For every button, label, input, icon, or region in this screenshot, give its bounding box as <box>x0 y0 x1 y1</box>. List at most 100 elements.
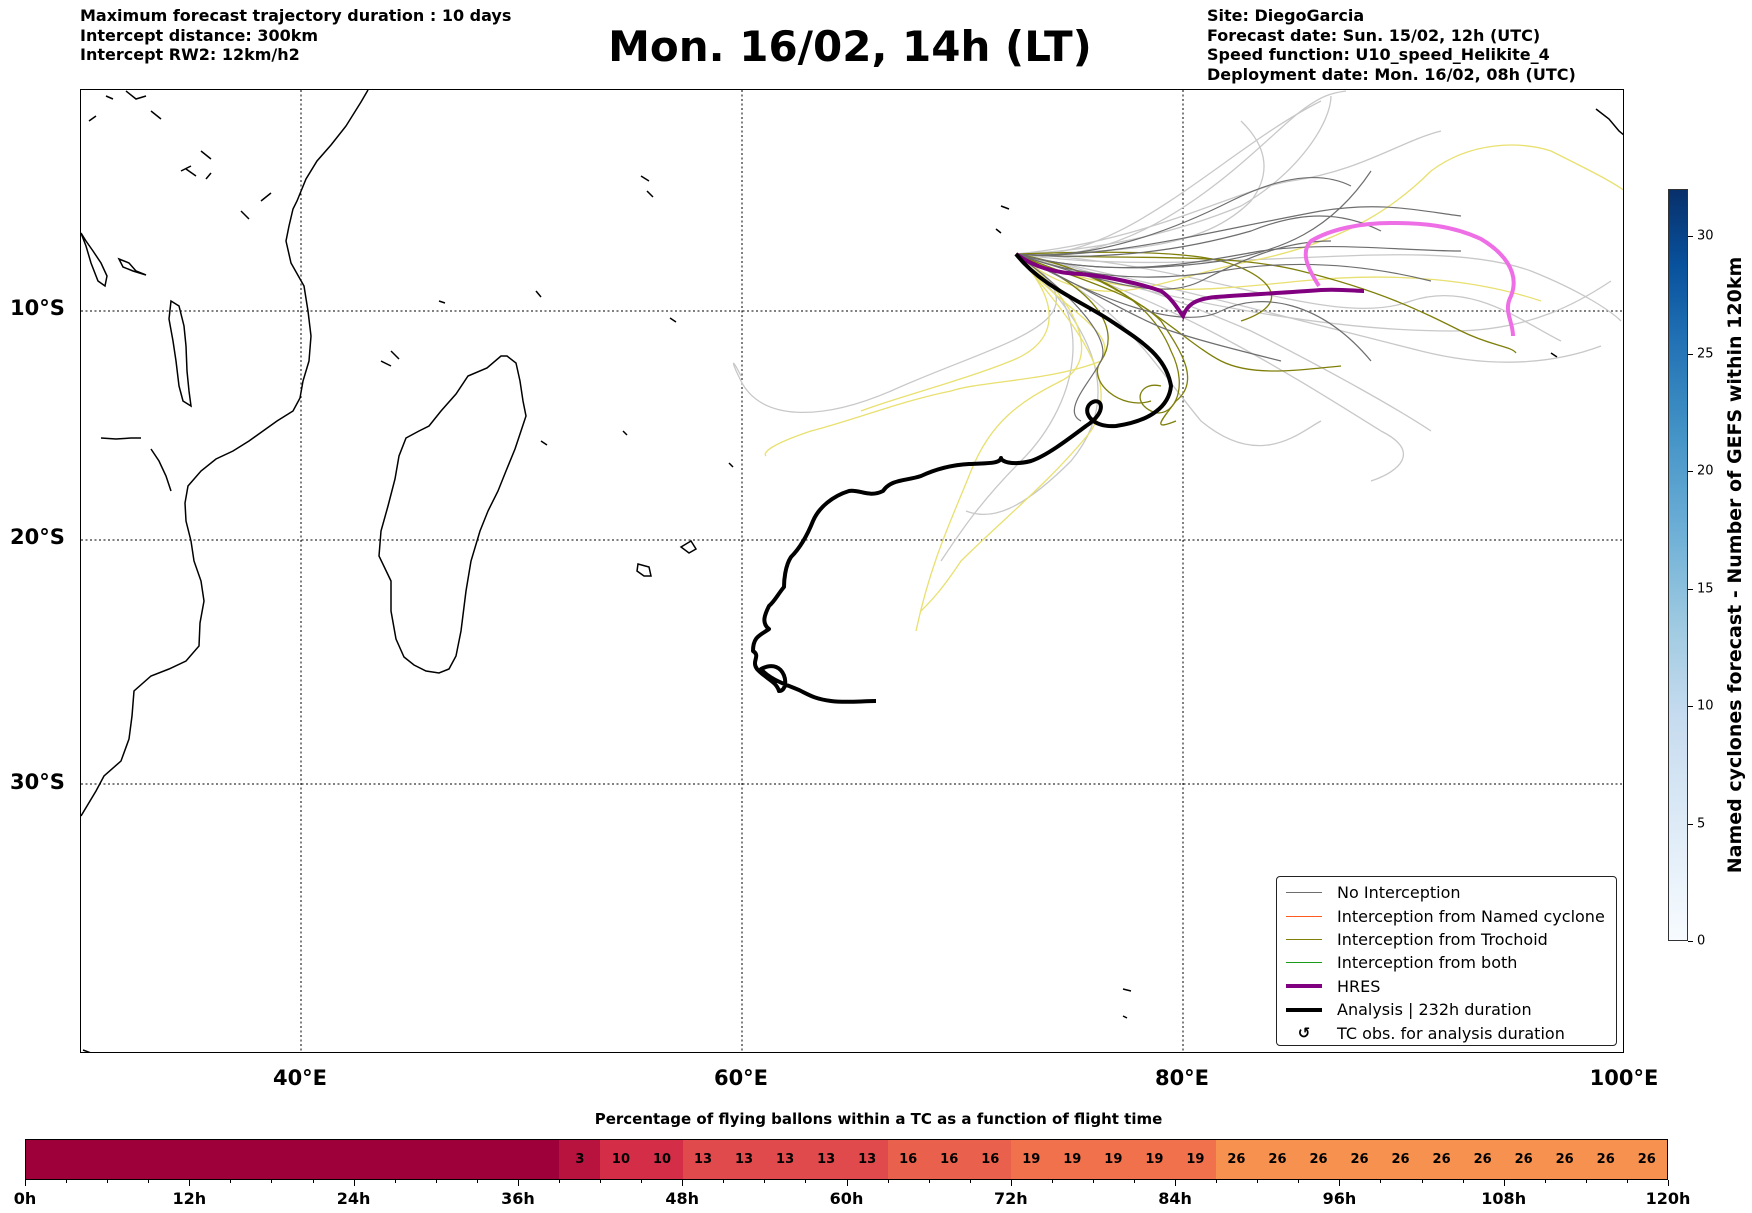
ensemble-trajectories-light <box>732 90 1622 562</box>
lon-label-100e: 100°E <box>1589 1066 1659 1090</box>
lon-label-40e: 40°E <box>272 1066 328 1090</box>
lon-label-80e: 80°E <box>1154 1066 1210 1090</box>
heatmap-x-tick <box>1051 1180 1053 1183</box>
colorbar-tick-label: 5 <box>1697 816 1706 831</box>
heatmap-x-tick <box>1092 1180 1094 1183</box>
heatmap-x-tick-label: 84h <box>1158 1189 1192 1208</box>
heatmap-cell: 26 <box>1256 1140 1298 1179</box>
heatmap-cell: 26 <box>1380 1140 1422 1179</box>
heatmap-cell <box>26 1140 68 1179</box>
heatmap-x-tick <box>928 1180 930 1183</box>
heatmap-x-tick <box>641 1180 643 1183</box>
heatmap-cell: 19 <box>1010 1140 1052 1179</box>
heatmap-cell: 26 <box>1421 1140 1463 1179</box>
heatmap-cell: 19 <box>1092 1140 1134 1179</box>
analysis-trajectory <box>751 252 1173 704</box>
heatmap-x-tick <box>723 1180 725 1183</box>
heatmap-cell <box>395 1140 437 1179</box>
heatmap-x-tick <box>189 1180 191 1186</box>
heatmap-x-tick <box>1339 1180 1341 1186</box>
heatmap-cell: 13 <box>682 1140 724 1179</box>
heatmap-x-tick <box>682 1180 684 1186</box>
heatmap-x-tick <box>1585 1180 1587 1183</box>
colorbar-tick <box>1688 236 1693 237</box>
colorbar-tick-label: 0 <box>1697 933 1706 949</box>
heatmap-x-tick-label: 120h <box>1645 1189 1691 1208</box>
site-text: Site: DiegoGarcia <box>1207 6 1365 25</box>
heatmap-cell: 13 <box>846 1140 888 1179</box>
heatmap-x-tick-label: 0h <box>13 1189 37 1208</box>
map-legend: No Interception Interception from Named … <box>1276 876 1617 1046</box>
heatmap-cell <box>67 1140 109 1179</box>
map-gridlines <box>81 90 1623 1052</box>
legend-item-trochoid: Interception from Trochoid <box>1285 928 1608 951</box>
lat-label-20s: 20°S <box>10 525 65 549</box>
heatmap-x-tick <box>558 1180 560 1183</box>
heatmap-x-tick <box>887 1180 889 1183</box>
heatmap-x-tick <box>230 1180 232 1183</box>
magenta-trajectory <box>1303 220 1516 337</box>
legend-item-analysis: Analysis | 232h duration <box>1285 998 1608 1021</box>
heatmap-x-tick <box>1298 1180 1300 1183</box>
colorbar-tick <box>1688 588 1693 590</box>
heatmap-x-tick-label: 72h <box>993 1189 1028 1208</box>
heatmap-cell: 26 <box>1297 1140 1339 1179</box>
colorbar-tick-label: 20 <box>1697 463 1714 479</box>
legend-swatch-black <box>1286 1007 1322 1012</box>
forecast-date-text: Forecast date: Sun. 15/02, 12h (UTC) <box>1207 25 1541 45</box>
legend-item-no-interception: No Interception <box>1285 881 1608 904</box>
lat-label-10s: 10°S <box>10 296 65 320</box>
legend-swatch-gray <box>1286 892 1322 894</box>
hres-trajectory <box>1014 252 1365 320</box>
no-interception-trajectories <box>1015 170 1462 422</box>
heatmap-cell <box>436 1140 478 1179</box>
legend-swatch-olive <box>1286 938 1322 940</box>
heatmap-x-tick <box>1503 1180 1505 1186</box>
heatmap-x-tick <box>1668 1180 1669 1186</box>
heatmap-x-tick <box>435 1180 437 1183</box>
heatmap-cell: 26 <box>1215 1140 1257 1179</box>
legend-item-hres: HRES <box>1285 975 1608 998</box>
heatmap-x-tick-label: 48h <box>665 1189 700 1208</box>
heatmap-cell: 10 <box>641 1140 683 1179</box>
heatmap-x-tick <box>148 1180 150 1183</box>
heatmap-x-tick <box>1134 1180 1136 1183</box>
heatmap-cell: 26 <box>1503 1140 1545 1179</box>
colorbar-tick <box>1688 823 1693 825</box>
heatmap-x-tick <box>1626 1180 1628 1183</box>
heatmap-cell: 13 <box>723 1140 765 1179</box>
colorbar-tick-label: 30 <box>1697 228 1714 244</box>
colorbar-tick <box>1688 706 1693 707</box>
heatmap-x-tick <box>66 1180 68 1183</box>
heatmap-cell: 16 <box>969 1140 1011 1179</box>
heatmap-cell: 26 <box>1462 1140 1504 1179</box>
heatmap-cell: 3 <box>559 1140 601 1179</box>
heatmap-cell: 13 <box>764 1140 806 1179</box>
intercept-distance-text: Intercept distance: 300km <box>80 25 319 45</box>
heatmap-cell <box>190 1140 232 1179</box>
colorbar-tick-label: 10 <box>1697 698 1714 714</box>
heatmap-x-tick <box>969 1180 971 1183</box>
ensemble-trajectories-yellow <box>764 144 1623 632</box>
colorbar-tick <box>1688 471 1693 472</box>
heatmap-x-tick <box>764 1180 766 1183</box>
heatmap-x-tick-label: 60h <box>829 1189 864 1208</box>
heatmap-x-tick <box>476 1180 478 1183</box>
page-title: Mon. 16/02, 14h (LT) <box>608 22 1092 71</box>
colorbar-label: Named cyclones forecast - Number of GEFS… <box>1724 256 1746 874</box>
coastline <box>81 90 1623 1052</box>
heatmap-x-tick <box>353 1180 355 1186</box>
heatmap-cell: 19 <box>1051 1140 1093 1179</box>
heatmap-x-tick <box>25 1180 26 1186</box>
heatmap-cell: 19 <box>1174 1140 1216 1179</box>
heatmap-cell: 26 <box>1339 1140 1381 1179</box>
tc-loop-icon: ↺ <box>1297 1024 1311 1043</box>
heatmap-cell <box>354 1140 396 1179</box>
heatmap-x-tick <box>1257 1180 1259 1183</box>
heatmap-x-tick <box>1421 1180 1423 1183</box>
deployment-date-text: Deployment date: Mon. 16/02, 08h (UTC) <box>1207 64 1576 84</box>
heatmap-cell <box>518 1140 560 1179</box>
legend-item-tc-obs: ↺ TC obs. for analysis duration <box>1297 1023 1565 1043</box>
lon-label-60e: 60°E <box>713 1066 769 1090</box>
legend-item-both: Interception from both <box>1285 951 1608 974</box>
